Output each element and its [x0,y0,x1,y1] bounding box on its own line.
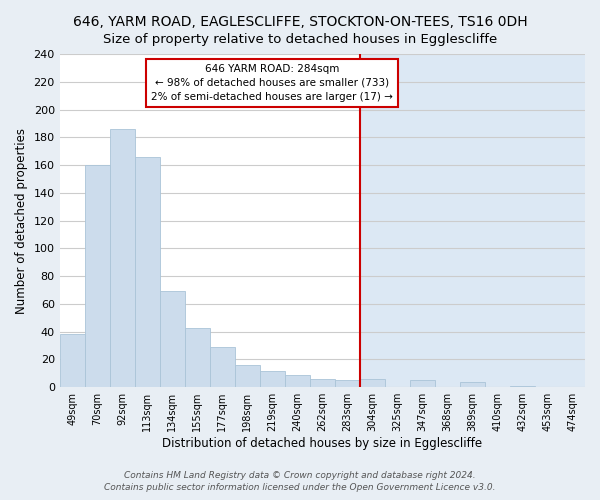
Bar [110,129,135,387]
Bar [360,54,585,387]
Bar [285,374,310,387]
Bar [510,386,535,387]
X-axis label: Distribution of detached houses by size in Egglescliffe: Distribution of detached houses by size … [162,437,482,450]
Bar [410,380,435,387]
Text: 646, YARM ROAD, EAGLESCLIFFE, STOCKTON-ON-TEES, TS16 0DH: 646, YARM ROAD, EAGLESCLIFFE, STOCKTON-O… [73,15,527,29]
Text: 646 YARM ROAD: 284sqm
← 98% of detached houses are smaller (733)
2% of semi-deta: 646 YARM ROAD: 284sqm ← 98% of detached … [151,64,393,102]
Bar [85,165,110,387]
Bar [235,365,260,387]
Bar [160,292,185,387]
Bar [310,379,335,387]
Bar [360,379,385,387]
Bar [460,382,485,387]
Bar [135,156,160,387]
Text: Contains HM Land Registry data © Crown copyright and database right 2024.
Contai: Contains HM Land Registry data © Crown c… [104,471,496,492]
Bar [335,380,360,387]
Bar [59,334,85,387]
Text: Size of property relative to detached houses in Egglescliffe: Size of property relative to detached ho… [103,32,497,46]
Bar [260,370,285,387]
Bar [210,347,235,387]
Bar [185,328,210,387]
Y-axis label: Number of detached properties: Number of detached properties [15,128,28,314]
